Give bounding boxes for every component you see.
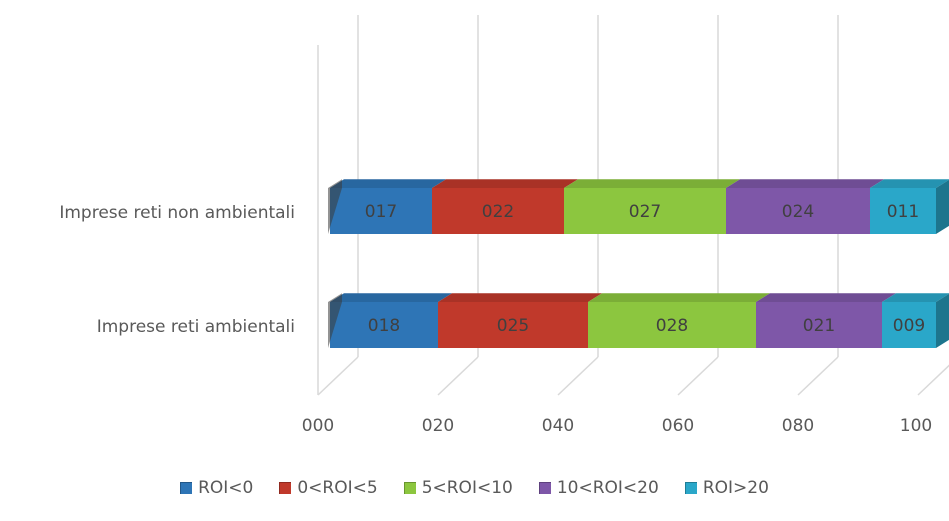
bar-value-label: 025	[497, 316, 529, 336]
bar-left-cap	[328, 293, 342, 348]
bar-top-face	[432, 179, 578, 188]
bar-segment: 025	[438, 293, 602, 348]
legend-swatch	[684, 482, 697, 494]
category-label: Imprese reti non ambientali	[59, 203, 295, 223]
floor-gridline	[797, 356, 839, 396]
floor-gridline	[317, 356, 359, 396]
bar-segment: 027	[564, 179, 740, 234]
legend-label: ROI>20	[702, 478, 769, 498]
legend-label: 10<ROI<20	[556, 478, 659, 498]
bar-segment: 021	[756, 293, 896, 348]
x-tick-label: 100	[900, 416, 932, 436]
legend-swatch	[279, 482, 292, 494]
bar-segment: 022	[432, 179, 578, 234]
x-tick-label: 020	[422, 416, 454, 436]
legend-swatch	[538, 482, 551, 494]
bar-value-label: 022	[482, 202, 514, 222]
legend-swatch	[403, 482, 416, 494]
floor-gridline	[437, 356, 479, 396]
bar-top-face	[438, 293, 602, 302]
x-tick-label: 060	[662, 416, 694, 436]
bar-front-face	[882, 302, 936, 348]
category-labels: Imprese reti ambientali Imprese reti non …	[59, 203, 295, 337]
category-label: Imprese reti ambientali	[97, 317, 295, 337]
bar-side-face	[936, 179, 949, 234]
bar-top-face	[330, 293, 452, 302]
legend: ROI<0 0<ROI<5 5<ROI<10 10<ROI<20 ROI>20	[0, 473, 949, 503]
bar-segment: 009	[882, 293, 949, 348]
floor-gridline	[557, 356, 599, 396]
legend-label: ROI<0	[198, 478, 254, 498]
bar-front-face	[330, 302, 438, 348]
bar-segment: 017	[330, 179, 446, 234]
x-tick-label: 080	[782, 416, 814, 436]
legend-item: 0<ROI<5	[279, 478, 378, 498]
legend-item: ROI<0	[180, 478, 253, 498]
floor-gridline	[917, 364, 949, 396]
bar-value-label: 027	[629, 202, 661, 222]
bar-value-label: 021	[803, 316, 835, 336]
bar-value-label: 017	[365, 202, 397, 222]
bar-segment: 028	[588, 293, 770, 348]
bar-front-face	[432, 188, 564, 234]
x-tick-labels: 000 020 040 060 080 100	[302, 416, 932, 436]
bar-side-face	[936, 293, 949, 348]
legend-item: 5<ROI<10	[403, 478, 513, 498]
bar-value-label: 028	[656, 316, 688, 336]
bar-value-label: 009	[893, 316, 925, 336]
bar-top-face	[588, 293, 770, 302]
bar-front-face	[438, 302, 588, 348]
bar-segment: 018	[330, 293, 452, 348]
legend-item: ROI>20	[684, 478, 769, 498]
legend-item: 10<ROI<20	[538, 478, 659, 498]
legend-label: 0<ROI<5	[297, 478, 378, 498]
x-tick-label: 000	[302, 416, 334, 436]
bar-front-face	[756, 302, 882, 348]
legend-swatch	[180, 482, 193, 494]
bar-front-face	[330, 188, 432, 234]
bar-top-face	[882, 293, 949, 302]
legend-label: 5<ROI<10	[421, 478, 513, 498]
bar-value-label: 018	[368, 316, 400, 336]
bar-top-face	[564, 179, 740, 188]
bar-top-face	[756, 293, 896, 302]
bar-front-face	[870, 188, 936, 234]
bar-front-face	[588, 302, 756, 348]
bar-value-label: 024	[782, 202, 814, 222]
bar-segment: 011	[870, 179, 949, 234]
chart-floor	[317, 356, 949, 396]
bar-front-face	[726, 188, 870, 234]
bar-front-face	[564, 188, 726, 234]
bar-top-face	[870, 179, 949, 188]
bar-left-cap	[328, 179, 342, 234]
bar-value-label: 011	[887, 202, 919, 222]
x-tick-label: 040	[542, 416, 574, 436]
bars: 018 025 028 021 009 017 022 027 024 011	[328, 179, 949, 348]
bar-segment: 024	[726, 179, 884, 234]
floor-gridline	[677, 356, 719, 396]
bar-top-face	[726, 179, 884, 188]
bar-top-face	[330, 179, 446, 188]
